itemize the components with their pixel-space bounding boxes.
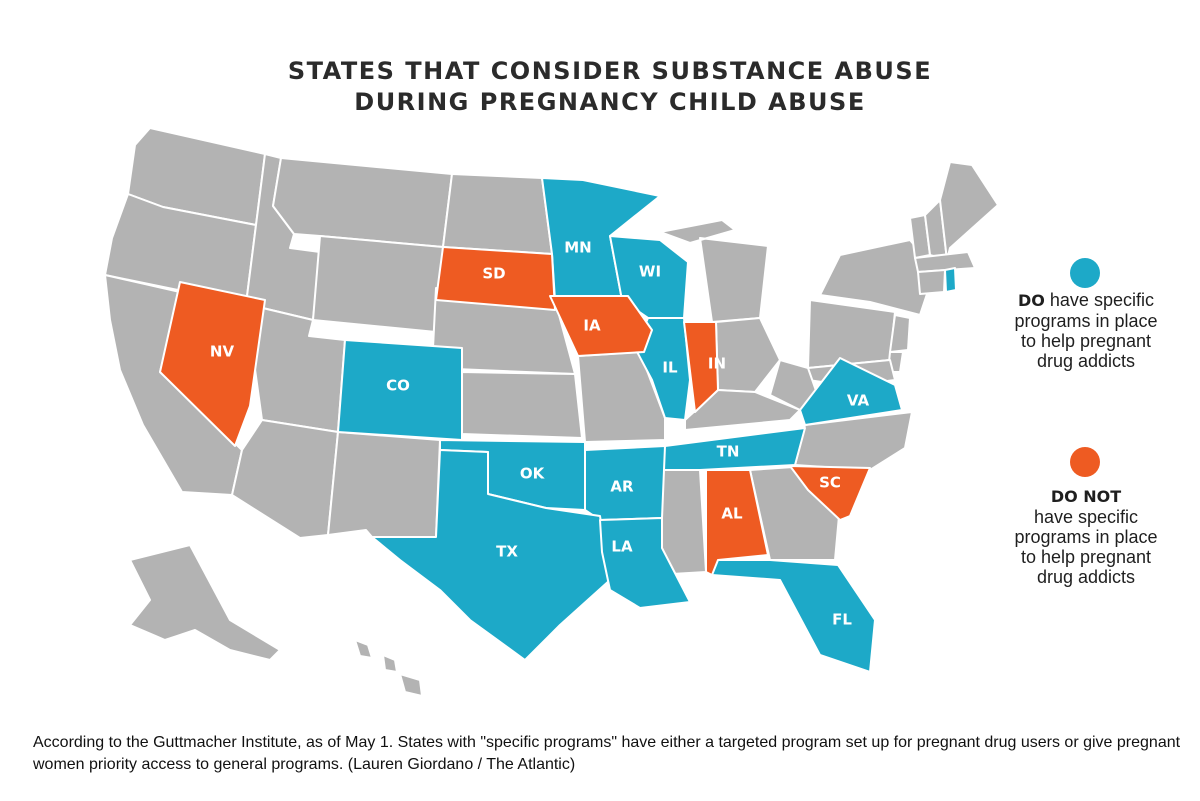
- state-label-co: CO: [386, 377, 410, 395]
- state-label-ok: OK: [520, 465, 546, 483]
- state-me: [939, 161, 999, 261]
- legend-do-have-rest: have specific programs in place to help …: [1014, 290, 1158, 371]
- state-label-ar: AR: [610, 478, 634, 496]
- title-line-2: DURING PREGNANCY CHILD ABUSE: [354, 88, 866, 116]
- state-ct: [917, 269, 946, 295]
- state-ny: [819, 239, 936, 316]
- legend-do-not-bold: DO NOT: [1050, 487, 1122, 506]
- state-label-nv: NV: [210, 343, 235, 361]
- state-label-ri: RI: [949, 295, 966, 313]
- state-ri: [944, 267, 957, 293]
- state-nv: [159, 281, 266, 447]
- state-label-al: AL: [721, 505, 743, 523]
- title-line-1: STATES THAT CONSIDER SUBSTANCE ABUSE: [287, 57, 933, 85]
- state-al: [705, 469, 769, 576]
- state-fl: [711, 559, 876, 673]
- state-label-in: IN: [708, 355, 726, 373]
- state-label-wi: WI: [639, 263, 661, 281]
- state-label-va: VA: [847, 392, 870, 410]
- state-label-sd: SD: [482, 265, 505, 283]
- state-label-tn: TN: [717, 443, 740, 461]
- state-label-sc: SC: [819, 474, 841, 492]
- highlighted-states-group: [159, 177, 957, 673]
- legend-do-have-bold: DO: [1018, 291, 1045, 310]
- state-wy: [312, 235, 444, 333]
- legend-do-not-text: DO NOT have specific programs in place to…: [1010, 487, 1162, 587]
- state-label-tx: TX: [496, 543, 518, 561]
- state-ks: [461, 371, 583, 439]
- state-ak: [129, 544, 281, 661]
- legend-do-not-rest: have specific programs in place to help …: [1014, 507, 1158, 587]
- state-ma: [914, 251, 976, 273]
- state-in: [683, 321, 719, 413]
- state-label-il: IL: [662, 359, 678, 377]
- state-tx: [371, 449, 611, 661]
- state-pa: [807, 299, 896, 369]
- state-la: [599, 517, 691, 609]
- state-label-la: LA: [611, 538, 633, 556]
- state-nd: [442, 173, 553, 255]
- state-labels-group: MN WI RI CO IL VA TN OK AR TX LA FL SD IA NV IN SC AL: [210, 239, 967, 629]
- legend-do-have-text: DO have specific programs in place to he…: [1010, 290, 1162, 371]
- state-va: [799, 357, 903, 426]
- us-states-map: MN WI RI CO IL VA TN OK AR TX LA FL SD IA NV IN SC AL: [104, 127, 999, 697]
- legend-do-not-dot: [1070, 447, 1100, 477]
- state-nm: [327, 431, 441, 538]
- map-title: STATES THAT CONSIDER SUBSTANCE ABUSE DUR…: [250, 56, 970, 118]
- state-az: [231, 419, 339, 539]
- state-nj: [889, 314, 911, 353]
- state-label-mn: MN: [564, 239, 591, 257]
- legend-do-have-dot: [1070, 258, 1100, 288]
- state-hi: [354, 639, 423, 697]
- state-label-ia: IA: [583, 317, 601, 335]
- state-label-fl: FL: [832, 611, 852, 629]
- state-mt: [272, 157, 453, 248]
- state-ia: [549, 295, 653, 357]
- caption: According to the Guttmacher Institute, a…: [33, 734, 1181, 773]
- state-sd: [435, 246, 556, 311]
- state-sc: [789, 465, 871, 521]
